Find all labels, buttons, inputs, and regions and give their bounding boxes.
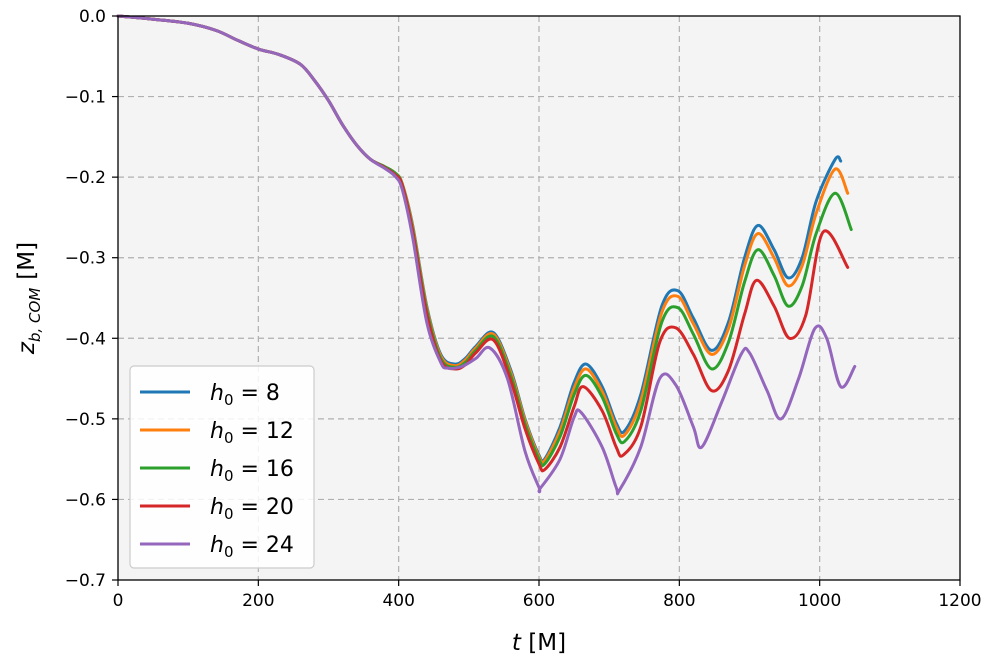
x-axis-var: t <box>512 630 522 656</box>
x-tick-label: 0 <box>113 591 124 611</box>
legend-label-1: h0 = 12 <box>210 419 294 447</box>
legend-label-0: h0 = 8 <box>210 381 280 409</box>
legend-label-4: h0 = 24 <box>210 533 294 561</box>
series-layer <box>116 14 857 496</box>
y-axis-var: z <box>14 341 40 355</box>
y-tick-label: −0.5 <box>65 410 106 430</box>
y-axis-label: zb, COM [M] <box>14 242 44 355</box>
y-tick-label: −0.6 <box>65 490 106 510</box>
y-tick-label: 0.0 <box>79 7 106 27</box>
series-line-4 <box>116 14 857 496</box>
y-tick-label: −0.3 <box>65 249 106 269</box>
y-tick-label: −0.4 <box>65 329 106 349</box>
y-axis-unit: [M] <box>14 242 40 280</box>
x-tick-label: 800 <box>663 591 695 611</box>
legend-label-3: h0 = 20 <box>210 495 294 523</box>
ticks: 0 200 400 600 800 1000 1200 0.0 −0.1 −0.2 −0.3 −0.4… <box>65 7 982 611</box>
y-tick-label: −0.7 <box>65 571 106 591</box>
legend: h0 = 8 h0 = 12 h0 = 16 h0 = 20 h0 = 24 <box>129 365 315 569</box>
legend-label-2: h0 = 16 <box>210 457 294 485</box>
x-axis-label: t [M] <box>512 630 566 656</box>
x-tick-label: 200 <box>242 591 274 611</box>
x-tick-label: 400 <box>382 591 414 611</box>
x-tick-label: 600 <box>523 591 555 611</box>
x-tick-label: 1200 <box>938 591 981 611</box>
x-axis-unit: [M] <box>528 630 566 656</box>
x-tick-label: 1000 <box>798 591 841 611</box>
y-tick-label: −0.2 <box>65 168 106 188</box>
y-tick-label: −0.1 <box>65 88 106 108</box>
y-axis-sub: b, COM <box>26 288 44 342</box>
grid <box>118 16 960 580</box>
legend-box <box>129 365 315 569</box>
